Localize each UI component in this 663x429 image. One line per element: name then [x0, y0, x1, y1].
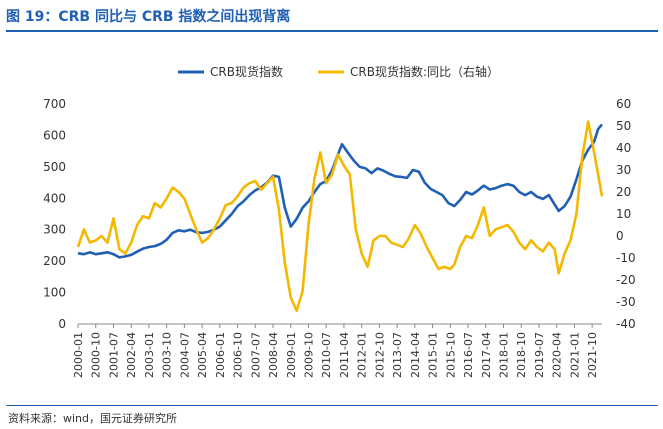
chart-series — [76, 120, 604, 313]
x-tick-label: 2006-01 — [214, 332, 227, 378]
y-right-tick-label: -10 — [616, 251, 636, 265]
x-tick-label: 2003-10 — [161, 332, 174, 378]
y-right-tick-label: -30 — [616, 295, 636, 309]
series-line-crb-index — [77, 123, 604, 259]
y-left-tick-label: 500 — [43, 160, 66, 174]
x-tick-label: 2021-10 — [586, 332, 599, 378]
y-right-tick-label: 50 — [616, 119, 631, 133]
x-tick-label: 2021-01 — [568, 332, 581, 378]
x-tick-label: 2018-01 — [498, 332, 511, 378]
x-tick-label: 2003-01 — [143, 332, 156, 378]
y-right-tick-label: 30 — [616, 163, 631, 177]
footer-divider — [6, 405, 658, 406]
x-tick-label: 2011-04 — [338, 332, 351, 378]
x-tick-label: 2018-10 — [515, 332, 528, 378]
source-note: 资料来源：wind，国元证券研究所 — [8, 412, 178, 425]
y-right-tick-label: -40 — [616, 317, 636, 331]
x-tick-label: 2007-07 — [249, 332, 262, 378]
y-left-tick-label: 600 — [43, 128, 66, 142]
title-divider — [6, 30, 658, 32]
x-tick-label: 2015-10 — [444, 332, 457, 378]
page-title: 图 19：CRB 同比与 CRB 指数之间出现背离 — [6, 9, 291, 25]
y-right-tick-label: 10 — [616, 207, 631, 221]
chart-axes: 0 100 200 300 400 500 600 700 -40 -30 -20 -10 0 10 20 3… — [43, 97, 636, 378]
x-tick-label: 2002-04 — [125, 332, 138, 378]
x-tick-label: 2015-01 — [427, 332, 440, 378]
x-tick-label: 2008-04 — [267, 332, 280, 378]
x-tick-label: 2014-04 — [409, 332, 422, 378]
y-right-tick-label: -20 — [616, 273, 636, 287]
y-left-tick-label: 700 — [43, 97, 66, 111]
y-left-tick-label: 400 — [43, 191, 66, 205]
x-tick-label: 2013-07 — [391, 332, 404, 378]
x-tick-label: 2009-01 — [285, 332, 298, 378]
y-left-tick-label: 100 — [43, 286, 66, 300]
chart: 0 100 200 300 400 500 600 700 -40 -30 -20 -10 0 10 20 3… — [43, 64, 636, 378]
x-tick-label: 2000-01 — [72, 332, 85, 378]
y-right-tick-label: 60 — [616, 97, 631, 111]
x-tick-label: 2012-01 — [356, 332, 369, 378]
x-tick-label: 2016-07 — [462, 332, 475, 378]
legend-label: CRB现货指数:同比（右轴） — [350, 64, 499, 79]
series-line-crb-yoy — [76, 120, 604, 313]
y-left-tick-label: 200 — [43, 254, 66, 268]
x-tick-label: 2004-07 — [178, 332, 191, 378]
chart-legend: CRB现货指数 CRB现货指数:同比（右轴） — [178, 64, 499, 79]
x-tick-label: 2006-10 — [232, 332, 245, 378]
y-left-tick-label: 300 — [43, 223, 66, 237]
y-left-tick-label: 0 — [58, 317, 66, 331]
x-tick-label: 2019-07 — [533, 332, 546, 378]
x-tick-label: 2000-10 — [90, 332, 103, 378]
legend-label: CRB现货指数 — [210, 64, 283, 79]
x-tick-label: 2017-04 — [480, 332, 493, 378]
x-tick-label: 2005-04 — [196, 332, 209, 378]
x-tick-label: 2010-07 — [320, 332, 333, 378]
y-right-tick-label: 40 — [616, 141, 631, 155]
y-right-tick-label: 0 — [616, 229, 624, 243]
x-tick-label: 2020-04 — [551, 332, 564, 378]
x-tick-label: 2009-10 — [302, 332, 315, 378]
x-tick-label: 2001-07 — [107, 332, 120, 378]
x-tick-label: 2012-10 — [373, 332, 386, 378]
y-right-tick-label: 20 — [616, 185, 631, 199]
